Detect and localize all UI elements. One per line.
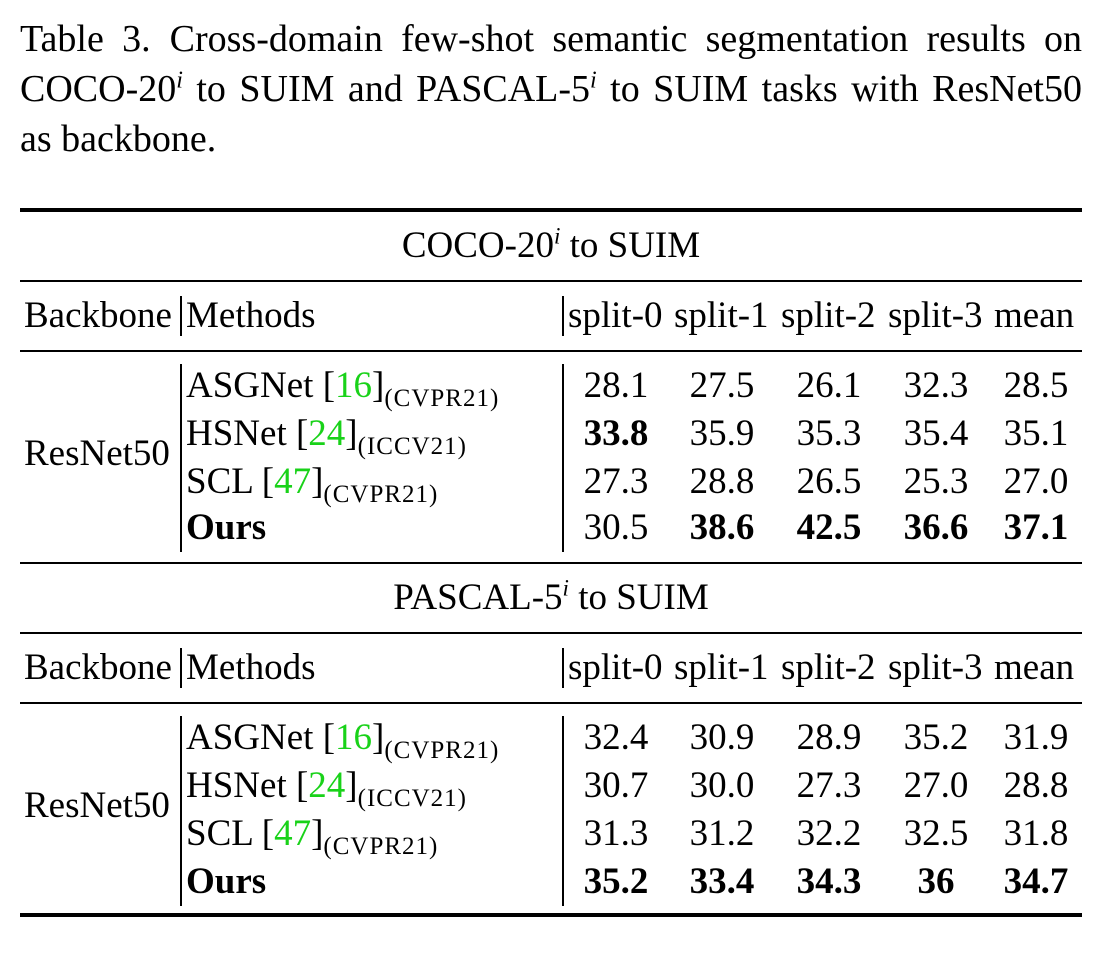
value-cell: 26.1 bbox=[796, 365, 862, 406]
method-name: SCL [47](CVPR21) bbox=[186, 461, 439, 509]
top-rule bbox=[20, 208, 1082, 212]
value-cell: 25.3 bbox=[903, 461, 969, 502]
column-separator bbox=[562, 296, 564, 336]
column-header: mean bbox=[994, 295, 1075, 336]
value-cell: 32.5 bbox=[903, 813, 969, 854]
rule bbox=[20, 280, 1082, 282]
bottom-rule bbox=[20, 913, 1082, 917]
backbone-label: ResNet50 bbox=[24, 433, 170, 474]
column-header: Backbone bbox=[24, 295, 172, 336]
column-header: split-2 bbox=[781, 295, 876, 336]
table-caption: Table 3. Cross-domain few-shot semantic … bbox=[20, 18, 1082, 160]
column-header: split-1 bbox=[674, 647, 769, 688]
value-cell: 42.5 bbox=[796, 507, 862, 548]
backbone-label: ResNet50 bbox=[24, 785, 170, 826]
value-cell: 28.8 bbox=[689, 461, 755, 502]
method-name: Ours bbox=[186, 507, 267, 548]
value-cell: 32.4 bbox=[583, 717, 649, 758]
column-separator bbox=[180, 648, 182, 688]
value-cell: 27.5 bbox=[689, 365, 755, 406]
value-cell: 35.2 bbox=[903, 717, 969, 758]
value-cell: 31.8 bbox=[1003, 813, 1069, 854]
value-cell: 32.2 bbox=[796, 813, 862, 854]
value-cell: 33.8 bbox=[583, 413, 649, 454]
column-header: split-3 bbox=[888, 647, 983, 688]
rule bbox=[20, 702, 1082, 704]
value-cell: 28.9 bbox=[796, 717, 862, 758]
column-separator bbox=[562, 364, 564, 552]
value-cell: 30.9 bbox=[689, 717, 755, 758]
column-separator bbox=[180, 364, 182, 552]
method-name: HSNet [24](ICCV21) bbox=[186, 765, 468, 813]
value-cell: 31.3 bbox=[583, 813, 649, 854]
value-cell: 36.6 bbox=[903, 507, 969, 548]
value-cell: 27.0 bbox=[903, 765, 969, 806]
value-cell: 28.8 bbox=[1003, 765, 1069, 806]
value-cell: 30.0 bbox=[689, 765, 755, 806]
column-separator bbox=[562, 716, 564, 906]
value-cell: 35.3 bbox=[796, 413, 862, 454]
column-header: split-3 bbox=[888, 295, 983, 336]
column-header: split-1 bbox=[674, 295, 769, 336]
value-cell: 33.4 bbox=[689, 861, 755, 902]
value-cell: 30.5 bbox=[583, 507, 649, 548]
method-name: ASGNet [16](CVPR21) bbox=[186, 717, 500, 765]
value-cell: 27.0 bbox=[1003, 461, 1069, 502]
column-header: split-0 bbox=[568, 295, 663, 336]
rule bbox=[20, 562, 1082, 564]
column-separator bbox=[562, 648, 564, 688]
value-cell: 34.3 bbox=[796, 861, 862, 902]
value-cell: 32.3 bbox=[903, 365, 969, 406]
column-header: Methods bbox=[186, 647, 316, 688]
column-header: split-2 bbox=[781, 647, 876, 688]
value-cell: 27.3 bbox=[583, 461, 649, 502]
value-cell: 28.1 bbox=[583, 365, 649, 406]
value-cell: 37.1 bbox=[1003, 507, 1069, 548]
value-cell: 34.7 bbox=[1003, 861, 1069, 902]
section-title: PASCAL-5i to SUIM bbox=[393, 575, 709, 618]
method-name: HSNet [24](ICCV21) bbox=[186, 413, 468, 461]
method-name: SCL [47](CVPR21) bbox=[186, 813, 439, 861]
value-cell: 31.9 bbox=[1003, 717, 1069, 758]
value-cell: 36 bbox=[917, 861, 955, 902]
method-name: ASGNet [16](CVPR21) bbox=[186, 365, 500, 413]
column-header: Backbone bbox=[24, 647, 172, 688]
value-cell: 27.3 bbox=[796, 765, 862, 806]
rule bbox=[20, 350, 1082, 352]
value-cell: 26.5 bbox=[796, 461, 862, 502]
value-cell: 35.9 bbox=[689, 413, 755, 454]
column-header: Methods bbox=[186, 295, 316, 336]
value-cell: 35.4 bbox=[903, 413, 969, 454]
method-name: Ours bbox=[186, 861, 267, 902]
column-separator bbox=[180, 296, 182, 336]
value-cell: 31.2 bbox=[689, 813, 755, 854]
column-header: split-0 bbox=[568, 647, 663, 688]
column-header: mean bbox=[994, 647, 1075, 688]
value-cell: 28.5 bbox=[1003, 365, 1069, 406]
value-cell: 35.2 bbox=[583, 861, 649, 902]
column-separator bbox=[180, 716, 182, 906]
value-cell: 38.6 bbox=[689, 507, 755, 548]
value-cell: 35.1 bbox=[1003, 413, 1069, 454]
value-cell: 30.7 bbox=[583, 765, 649, 806]
section-title: COCO-20i to SUIM bbox=[401, 223, 701, 266]
rule bbox=[20, 632, 1082, 634]
